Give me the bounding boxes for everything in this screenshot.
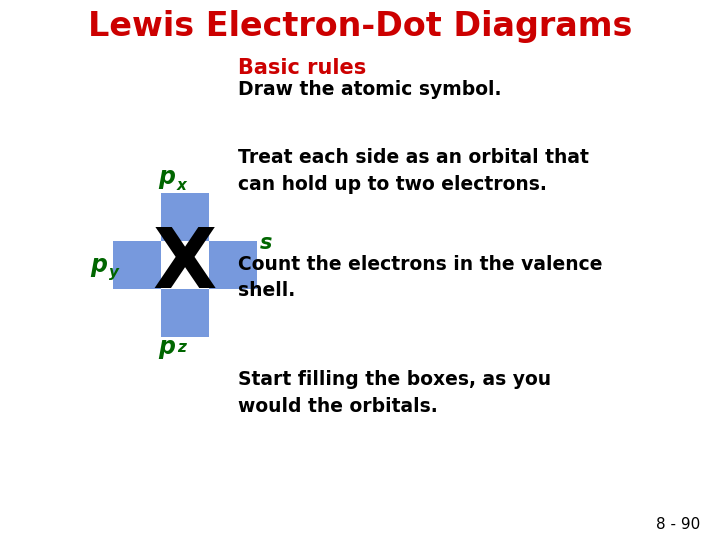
Text: p: p (90, 253, 107, 277)
Text: Treat each side as an orbital that
can hold up to two electrons.: Treat each side as an orbital that can h… (238, 148, 589, 193)
Text: p: p (158, 165, 175, 189)
Bar (209, 241, 257, 289)
Text: p: p (158, 335, 175, 359)
Text: Start filling the boxes, as you
would the orbitals.: Start filling the boxes, as you would th… (238, 370, 551, 415)
Text: Count the electrons in the valence
shell.: Count the electrons in the valence shell… (238, 255, 603, 300)
Text: 8 - 90: 8 - 90 (656, 517, 700, 532)
Text: z: z (177, 340, 186, 355)
Text: x: x (177, 178, 187, 193)
Text: y: y (109, 265, 119, 280)
Text: X: X (153, 225, 217, 306)
Text: Draw the atomic symbol.: Draw the atomic symbol. (238, 80, 502, 99)
Bar (161, 289, 209, 337)
Bar (161, 193, 209, 241)
Text: s: s (260, 233, 272, 253)
Text: Lewis Electron-Dot Diagrams: Lewis Electron-Dot Diagrams (88, 10, 632, 43)
Text: Basic rules: Basic rules (238, 58, 366, 78)
Bar (113, 241, 161, 289)
